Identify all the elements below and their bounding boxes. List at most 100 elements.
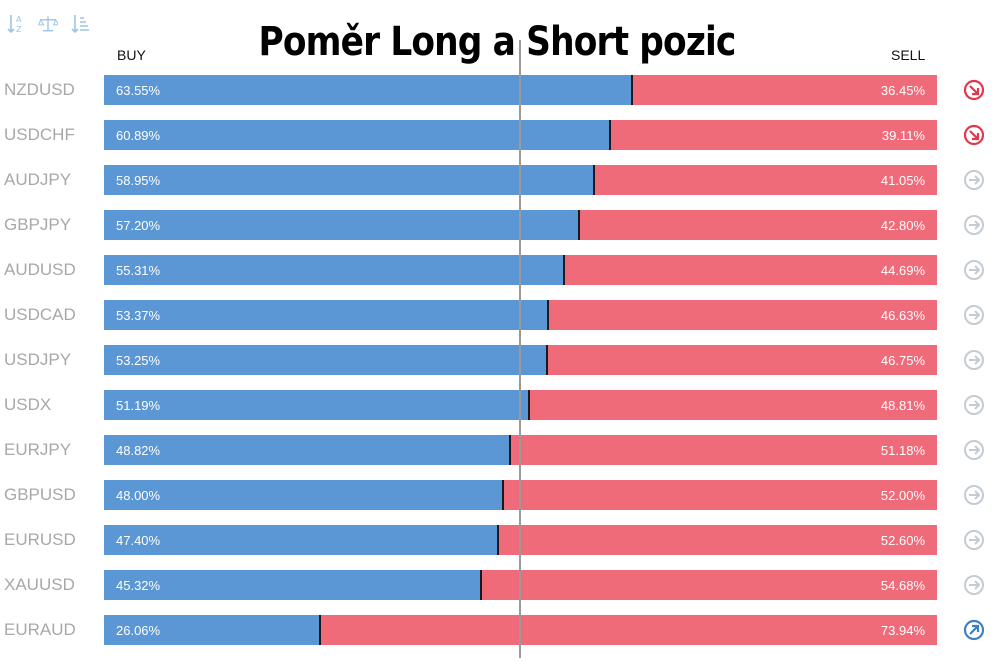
buy-bar: 57.20% [104,210,581,240]
ratio-bar: 48.00% 52.00% [104,480,937,510]
symbol-label: XAUUSD [4,575,75,594]
chart-row: USDCHF 60.89% 39.11% [0,120,994,150]
sell-value-label: 46.75% [880,353,925,368]
buy-bar: 60.89% [104,120,612,150]
ratio-bar: 63.55% 36.45% [104,75,937,105]
sell-value-label: 73.94% [880,623,925,638]
trend-neutral-icon[interactable] [963,349,985,371]
chart-row: EURUSD 47.40% 52.60% [0,525,994,555]
sell-value-label: 48.81% [880,398,925,413]
trend-down-icon[interactable] [963,79,985,101]
symbol-label: AUDJPY [4,170,72,189]
trend-neutral-icon[interactable] [963,259,985,281]
trend-neutral-icon[interactable] [963,439,985,461]
sell-bar: 52.60% [498,525,937,555]
buy-value-label: 51.19% [116,398,161,413]
ratio-bar: 48.82% 51.18% [104,435,937,465]
ratio-bar: 51.19% 48.81% [104,390,937,420]
ratio-bar: 47.40% 52.60% [104,525,937,555]
buy-bar: 47.40% [104,525,499,555]
chart-row: USDJPY 53.25% 46.75% [0,345,994,375]
sell-bar: 48.81% [530,390,937,420]
sell-value-label: 42.80% [880,218,925,233]
trend-neutral-icon[interactable] [963,574,985,596]
sell-value-label: 51.18% [880,443,925,458]
trend-neutral-icon[interactable] [963,214,985,236]
buy-column-header: BUY [117,47,146,63]
buy-bar: 53.37% [104,300,549,330]
sell-value-label: 39.11% [881,128,925,143]
buy-bar: 26.06% [104,615,322,645]
sort-numeric-icon[interactable] [70,12,90,36]
sell-bar: 51.18% [510,435,937,465]
balance-scale-icon[interactable] [38,12,58,36]
sell-bar: 36.45% [633,75,937,105]
ratio-bar: 60.89% 39.11% [104,120,937,150]
chart-row: AUDUSD 55.31% 44.69% [0,255,994,285]
symbol-label: NZDUSD [4,80,75,99]
buy-value-label: 57.20% [116,218,161,233]
chart-row: XAUUSD 45.32% 54.68% [0,570,994,600]
svg-text:Z: Z [16,25,22,34]
sell-bar: 44.69% [564,255,937,285]
sell-bar: 73.94% [321,615,937,645]
trend-neutral-icon[interactable] [963,169,985,191]
sell-value-label: 44.69% [880,263,925,278]
trend-neutral-icon[interactable] [963,529,985,551]
sell-bar: 41.05% [595,165,937,195]
buy-bar: 53.25% [104,345,548,375]
sell-value-label: 36.45% [880,83,925,98]
sell-column-header: SELL [891,47,926,63]
trend-neutral-icon[interactable] [963,484,985,506]
trend-down-icon[interactable] [963,124,985,146]
symbol-label: AUDUSD [4,260,76,279]
sell-bar: 39.11% [611,120,937,150]
symbol-label: USDX [4,395,52,414]
ratio-bar: 55.31% 44.69% [104,255,937,285]
buy-value-label: 63.55% [116,83,161,98]
buy-bar: 45.32% [104,570,482,600]
symbol-label: GBPUSD [4,485,76,504]
ratio-bar: 57.20% 42.80% [104,210,937,240]
chart-row: GBPJPY 57.20% 42.80% [0,210,994,240]
buy-value-label: 26.06% [116,623,161,638]
chart-row: GBPUSD 48.00% 52.00% [0,480,994,510]
chart-row: USDCAD 53.37% 46.63% [0,300,994,330]
buy-value-label: 58.95% [116,173,161,188]
sell-value-label: 54.68% [880,578,925,593]
chart-row: EURJPY 48.82% 51.18% [0,435,994,465]
sell-bar: 54.68% [481,570,937,600]
symbol-label: GBPJPY [4,215,72,234]
sell-value-label: 52.00% [880,488,925,503]
buy-value-label: 45.32% [116,578,161,593]
symbol-label: EURUSD [4,530,76,549]
sell-bar: 42.80% [580,210,937,240]
buy-value-label: 53.37% [116,308,161,323]
sell-bar: 52.00% [503,480,937,510]
trend-up-icon[interactable] [963,619,985,641]
chart-row: USDX 51.19% 48.81% [0,390,994,420]
buy-bar: 63.55% [104,75,634,105]
buy-value-label: 47.40% [116,533,161,548]
symbol-label: USDCAD [4,305,76,324]
buy-value-label: 48.00% [116,488,161,503]
chart-row: EURAUD 26.06% 73.94% [0,615,994,645]
svg-text:A: A [16,15,22,24]
buy-value-label: 53.25% [116,353,161,368]
symbol-label: EURJPY [4,440,72,459]
chart-title: Poměr Long a Short pozic [258,19,737,65]
ratio-bar: 58.95% 41.05% [104,165,937,195]
trend-neutral-icon[interactable] [963,304,985,326]
sell-value-label: 46.63% [880,308,925,323]
buy-bar: 58.95% [104,165,596,195]
symbol-label: USDJPY [4,350,72,369]
ratio-bar: 53.25% 46.75% [104,345,937,375]
trend-neutral-icon[interactable] [963,394,985,416]
buy-value-label: 60.89% [116,128,161,143]
sell-bar: 46.75% [547,345,937,375]
sell-bar: 46.63% [548,300,937,330]
symbol-label: USDCHF [4,125,75,144]
buy-bar: 55.31% [104,255,565,285]
